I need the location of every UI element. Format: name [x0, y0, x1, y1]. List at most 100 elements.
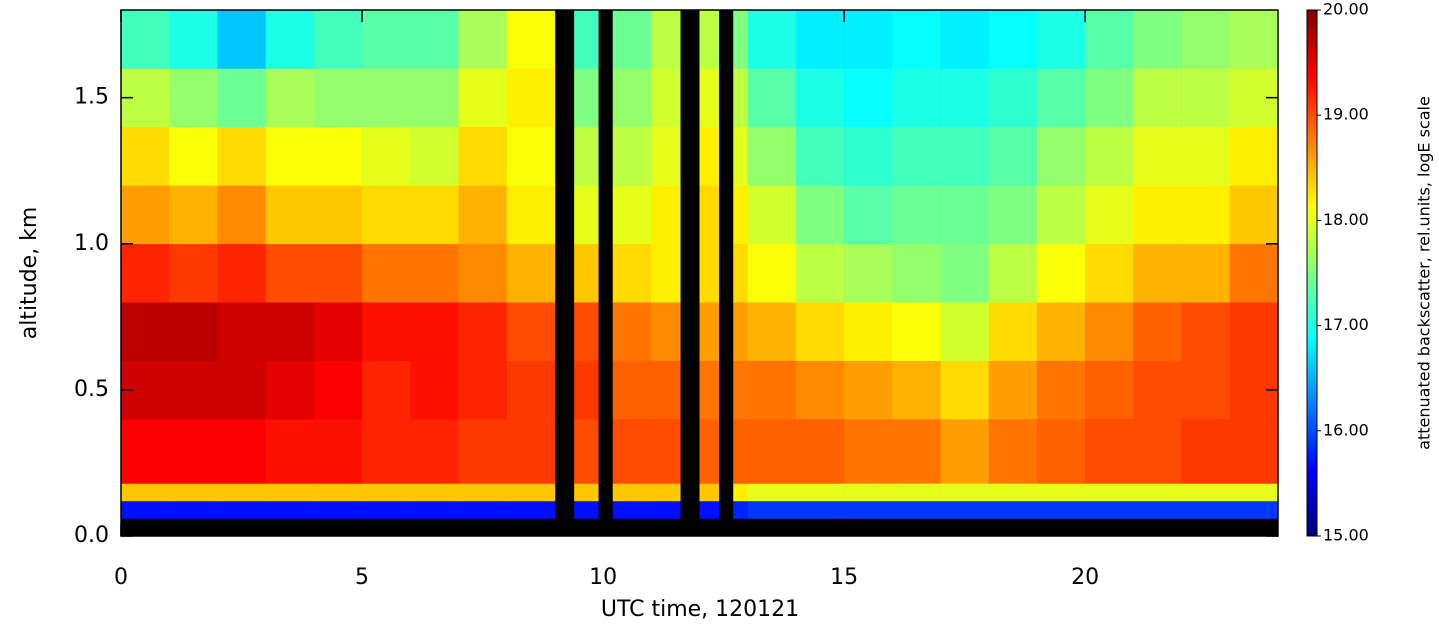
heatmap-cell [574, 126, 599, 186]
heatmap-cell [1181, 243, 1231, 303]
heatmap-cell [892, 243, 941, 303]
heatmap-cell [1036, 126, 1086, 186]
heatmap-cell [265, 68, 315, 128]
heatmap-cell [169, 500, 218, 519]
heatmap-cell [121, 10, 170, 69]
heatmap-cell [217, 243, 266, 303]
heatmap-cell [1036, 483, 1086, 502]
heatmap-cell [651, 483, 681, 502]
heatmap-cell [612, 126, 652, 186]
heatmap-cell [410, 243, 459, 303]
heatmap-cell [699, 419, 720, 484]
heatmap-cell [747, 185, 797, 245]
heatmap-cell [1036, 419, 1086, 484]
heatmap-cell [506, 126, 556, 186]
heatmap-cell [940, 483, 990, 502]
heatmap-cell [410, 500, 459, 519]
heatmap-cell [795, 500, 845, 519]
heatmap-cell [988, 185, 1038, 245]
heatmap-cell [313, 360, 363, 420]
heatmap-cell [733, 10, 749, 69]
heatmap-cell [699, 302, 720, 361]
heatmap-cell [651, 185, 681, 245]
heatmap-cell [795, 419, 845, 484]
heatmap-cell [410, 126, 459, 186]
heatmap-cell [458, 302, 507, 361]
heatmap-cell [265, 126, 315, 186]
heatmap-cell [651, 10, 681, 69]
colorbar-tick-label: 17.00 [1323, 315, 1369, 334]
heatmap-cell [940, 185, 990, 245]
heatmap-cell [458, 126, 507, 186]
heatmap-cell [844, 185, 893, 245]
heatmap-cell [747, 419, 797, 484]
colorbar-tick-label: 20.00 [1323, 0, 1369, 19]
heatmap-cell [1036, 500, 1086, 519]
heatmap-cell [1085, 500, 1134, 519]
heatmap-cell [265, 243, 315, 303]
heatmap-cell [747, 68, 797, 128]
colorbar-tick-label: 18.00 [1323, 210, 1369, 229]
heatmap-cell [988, 10, 1038, 69]
heatmap-cell [612, 500, 652, 519]
heatmap-cell [651, 126, 681, 186]
heatmap-cell [217, 483, 266, 502]
heatmap-cell [169, 419, 218, 484]
heatmap-cell [217, 302, 266, 361]
heatmap-cell [121, 483, 170, 502]
heatmap-cell [1229, 10, 1279, 69]
heatmap-cell [612, 302, 652, 361]
heatmap-cell [217, 185, 266, 245]
heatmap-cell [612, 419, 652, 484]
heatmap-cell [217, 360, 266, 420]
heatmap-cell [612, 185, 652, 245]
heatmap-cell [574, 185, 599, 245]
heatmap-cell [651, 419, 681, 484]
heatmap-cell [1181, 185, 1231, 245]
heatmap-cell [265, 185, 315, 245]
heatmap-cell [362, 360, 411, 420]
heatmap-cell [1036, 185, 1086, 245]
heatmap-cell [410, 360, 459, 420]
heatmap-cell [574, 10, 599, 69]
heatmap-cell [940, 500, 990, 519]
heatmap-cell [699, 185, 720, 245]
heatmap-cell [1181, 68, 1231, 128]
heatmap-cell [410, 419, 459, 484]
x-tick-label: 5 [355, 565, 369, 590]
heatmap-cell [747, 302, 797, 361]
heatmap-cell [265, 302, 315, 361]
heatmap-cell [169, 243, 218, 303]
heatmap-cell [940, 360, 990, 420]
heatmap-cell [458, 360, 507, 420]
heatmap-cell [313, 419, 363, 484]
y-axis-label: altitude, km [17, 207, 42, 340]
y-tick-label: 1.5 [74, 85, 109, 110]
heatmap-cell [574, 243, 599, 303]
heatmap-cell [506, 302, 556, 361]
heatmap-cell [795, 68, 845, 128]
heatmap-cell [1229, 500, 1279, 519]
heatmap-cell [362, 126, 411, 186]
heatmap-cell [699, 360, 720, 420]
heatmap-cell [1181, 500, 1231, 519]
y-tick-label: 1.0 [74, 231, 109, 256]
heatmap-cell [733, 126, 749, 186]
heatmap-cell [844, 10, 893, 69]
colorbar-tick-label: 16.00 [1323, 420, 1369, 439]
heatmap-cell [988, 419, 1038, 484]
heatmap-cell [1036, 360, 1086, 420]
heatmap-cell [747, 243, 797, 303]
heatmap-cell [651, 302, 681, 361]
heatmap-cell [217, 10, 266, 69]
heatmap-cell [940, 302, 990, 361]
heatmap-cell [1133, 419, 1182, 484]
heatmap-cell [313, 302, 363, 361]
heatmap-cell [362, 302, 411, 361]
x-tick-label: 20 [1071, 565, 1099, 590]
heatmap-cell [506, 419, 556, 484]
heatmap-cell [458, 419, 507, 484]
heatmap-cell [1133, 360, 1182, 420]
heatmap-cell [506, 360, 556, 420]
heatmap-cell [892, 10, 941, 69]
